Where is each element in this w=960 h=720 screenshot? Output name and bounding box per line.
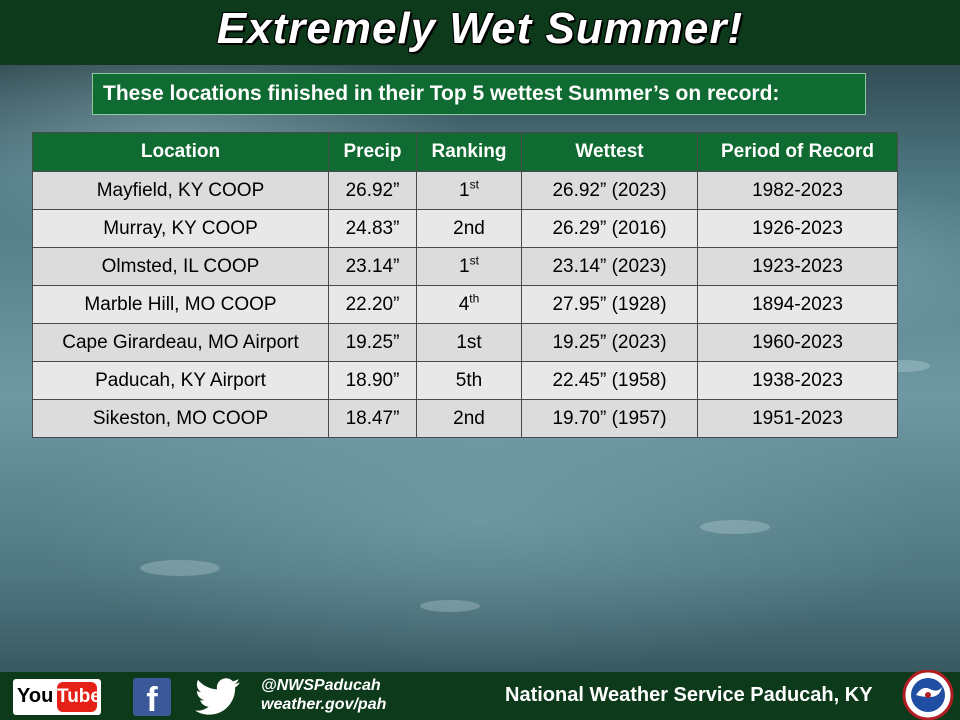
cell-precip: 24.83” bbox=[328, 209, 417, 248]
column-header-ranking: Ranking bbox=[416, 132, 522, 172]
cell-ranking: 2nd bbox=[416, 399, 522, 438]
column-header-precip: Precip bbox=[328, 132, 417, 172]
cell-location: Cape Girardeau, MO Airport bbox=[32, 323, 329, 362]
cell-precip: 18.47” bbox=[328, 399, 417, 438]
rank-number: 5th bbox=[455, 369, 483, 391]
column-header-wettest: Wettest bbox=[521, 132, 698, 172]
cell-location: Mayfield, KY COOP bbox=[32, 171, 329, 210]
twitter-bird-icon[interactable] bbox=[195, 678, 241, 716]
table-row: Olmsted, IL COOP 23.14” 1st 23.14” (2023… bbox=[32, 247, 898, 286]
rank-suffix: th bbox=[469, 291, 480, 306]
youtube-you-text: You bbox=[17, 685, 54, 707]
rank-number: 1 bbox=[459, 255, 470, 277]
cell-precip: 22.20” bbox=[328, 285, 417, 324]
cell-ranking: 4th bbox=[416, 285, 522, 324]
cell-period: 1938-2023 bbox=[697, 361, 898, 400]
table-header-row: Location Precip Ranking Wettest Period o… bbox=[32, 132, 898, 172]
column-header-period: Period of Record bbox=[697, 132, 898, 172]
cell-ranking: 1st bbox=[416, 171, 522, 210]
cell-precip: 19.25” bbox=[328, 323, 417, 362]
cell-wettest: 19.25” (2023) bbox=[521, 323, 698, 362]
rank-suffix: st bbox=[469, 253, 479, 268]
rank-number: 1 bbox=[459, 179, 470, 201]
subtitle: These locations finished in their Top 5 … bbox=[103, 82, 780, 105]
cell-location: Murray, KY COOP bbox=[32, 209, 329, 248]
social-info: @NWSPaducah weather.gov/pah bbox=[261, 676, 386, 714]
water-splash bbox=[700, 520, 770, 534]
cell-ranking: 1st bbox=[416, 323, 522, 362]
cell-precip: 23.14” bbox=[328, 247, 417, 286]
nws-logo-icon bbox=[902, 670, 954, 720]
cell-precip: 18.90” bbox=[328, 361, 417, 400]
youtube-icon[interactable]: You Tube bbox=[13, 679, 101, 715]
table-row: Paducah, KY Airport 18.90” 5th 22.45” (1… bbox=[32, 361, 898, 400]
cell-period: 1960-2023 bbox=[697, 323, 898, 362]
cell-wettest: 23.14” (2023) bbox=[521, 247, 698, 286]
table-row: Marble Hill, MO COOP 22.20” 4th 27.95” (… bbox=[32, 285, 898, 324]
cell-location: Olmsted, IL COOP bbox=[32, 247, 329, 286]
cell-period: 1982-2023 bbox=[697, 171, 898, 210]
twitter-handle[interactable]: @NWSPaducah bbox=[261, 677, 381, 694]
website-link[interactable]: weather.gov/pah bbox=[261, 696, 387, 713]
subtitle-box: These locations finished in their Top 5 … bbox=[92, 73, 866, 115]
rank-number: 2nd bbox=[453, 217, 485, 239]
rank-suffix: st bbox=[469, 177, 479, 192]
rainfall-table: Location Precip Ranking Wettest Period o… bbox=[32, 132, 898, 438]
column-header-location: Location bbox=[32, 132, 329, 172]
water-splash bbox=[420, 600, 480, 612]
water-splash bbox=[140, 560, 220, 576]
cell-period: 1951-2023 bbox=[697, 399, 898, 438]
table-row: Murray, KY COOP 24.83” 2nd 26.29” (2016)… bbox=[32, 209, 898, 248]
cell-ranking: 2nd bbox=[416, 209, 522, 248]
page-title: Extremely Wet Summer! bbox=[216, 4, 744, 53]
cell-location: Marble Hill, MO COOP bbox=[32, 285, 329, 324]
office-name: National Weather Service Paducah, KY bbox=[505, 684, 873, 706]
cell-ranking: 1st bbox=[416, 247, 522, 286]
cell-wettest: 22.45” (1958) bbox=[521, 361, 698, 400]
cell-period: 1926-2023 bbox=[697, 209, 898, 248]
youtube-tube-text: Tube bbox=[57, 682, 101, 712]
table-row: Cape Girardeau, MO Airport 19.25” 1st 19… bbox=[32, 323, 898, 362]
cell-period: 1894-2023 bbox=[697, 285, 898, 324]
cell-ranking: 5th bbox=[416, 361, 522, 400]
cell-precip: 26.92” bbox=[328, 171, 417, 210]
cell-wettest: 19.70” (1957) bbox=[521, 399, 698, 438]
rank-number: 2nd bbox=[453, 407, 485, 429]
cell-location: Sikeston, MO COOP bbox=[32, 399, 329, 438]
cell-wettest: 26.29” (2016) bbox=[521, 209, 698, 248]
table-row: Sikeston, MO COOP 18.47” 2nd 19.70” (195… bbox=[32, 399, 898, 438]
title-bar: Extremely Wet Summer! bbox=[0, 0, 960, 65]
cell-wettest: 27.95” (1928) bbox=[521, 285, 698, 324]
cell-period: 1923-2023 bbox=[697, 247, 898, 286]
rank-number: 1st bbox=[456, 331, 482, 353]
table-row: Mayfield, KY COOP 26.92” 1st 26.92” (202… bbox=[32, 171, 898, 210]
footer-bar: You Tube f @NWSPaducah weather.gov/pah N… bbox=[0, 672, 960, 720]
facebook-icon[interactable]: f bbox=[133, 678, 171, 716]
cell-location: Paducah, KY Airport bbox=[32, 361, 329, 400]
cell-wettest: 26.92” (2023) bbox=[521, 171, 698, 210]
rank-number: 4 bbox=[458, 293, 470, 315]
